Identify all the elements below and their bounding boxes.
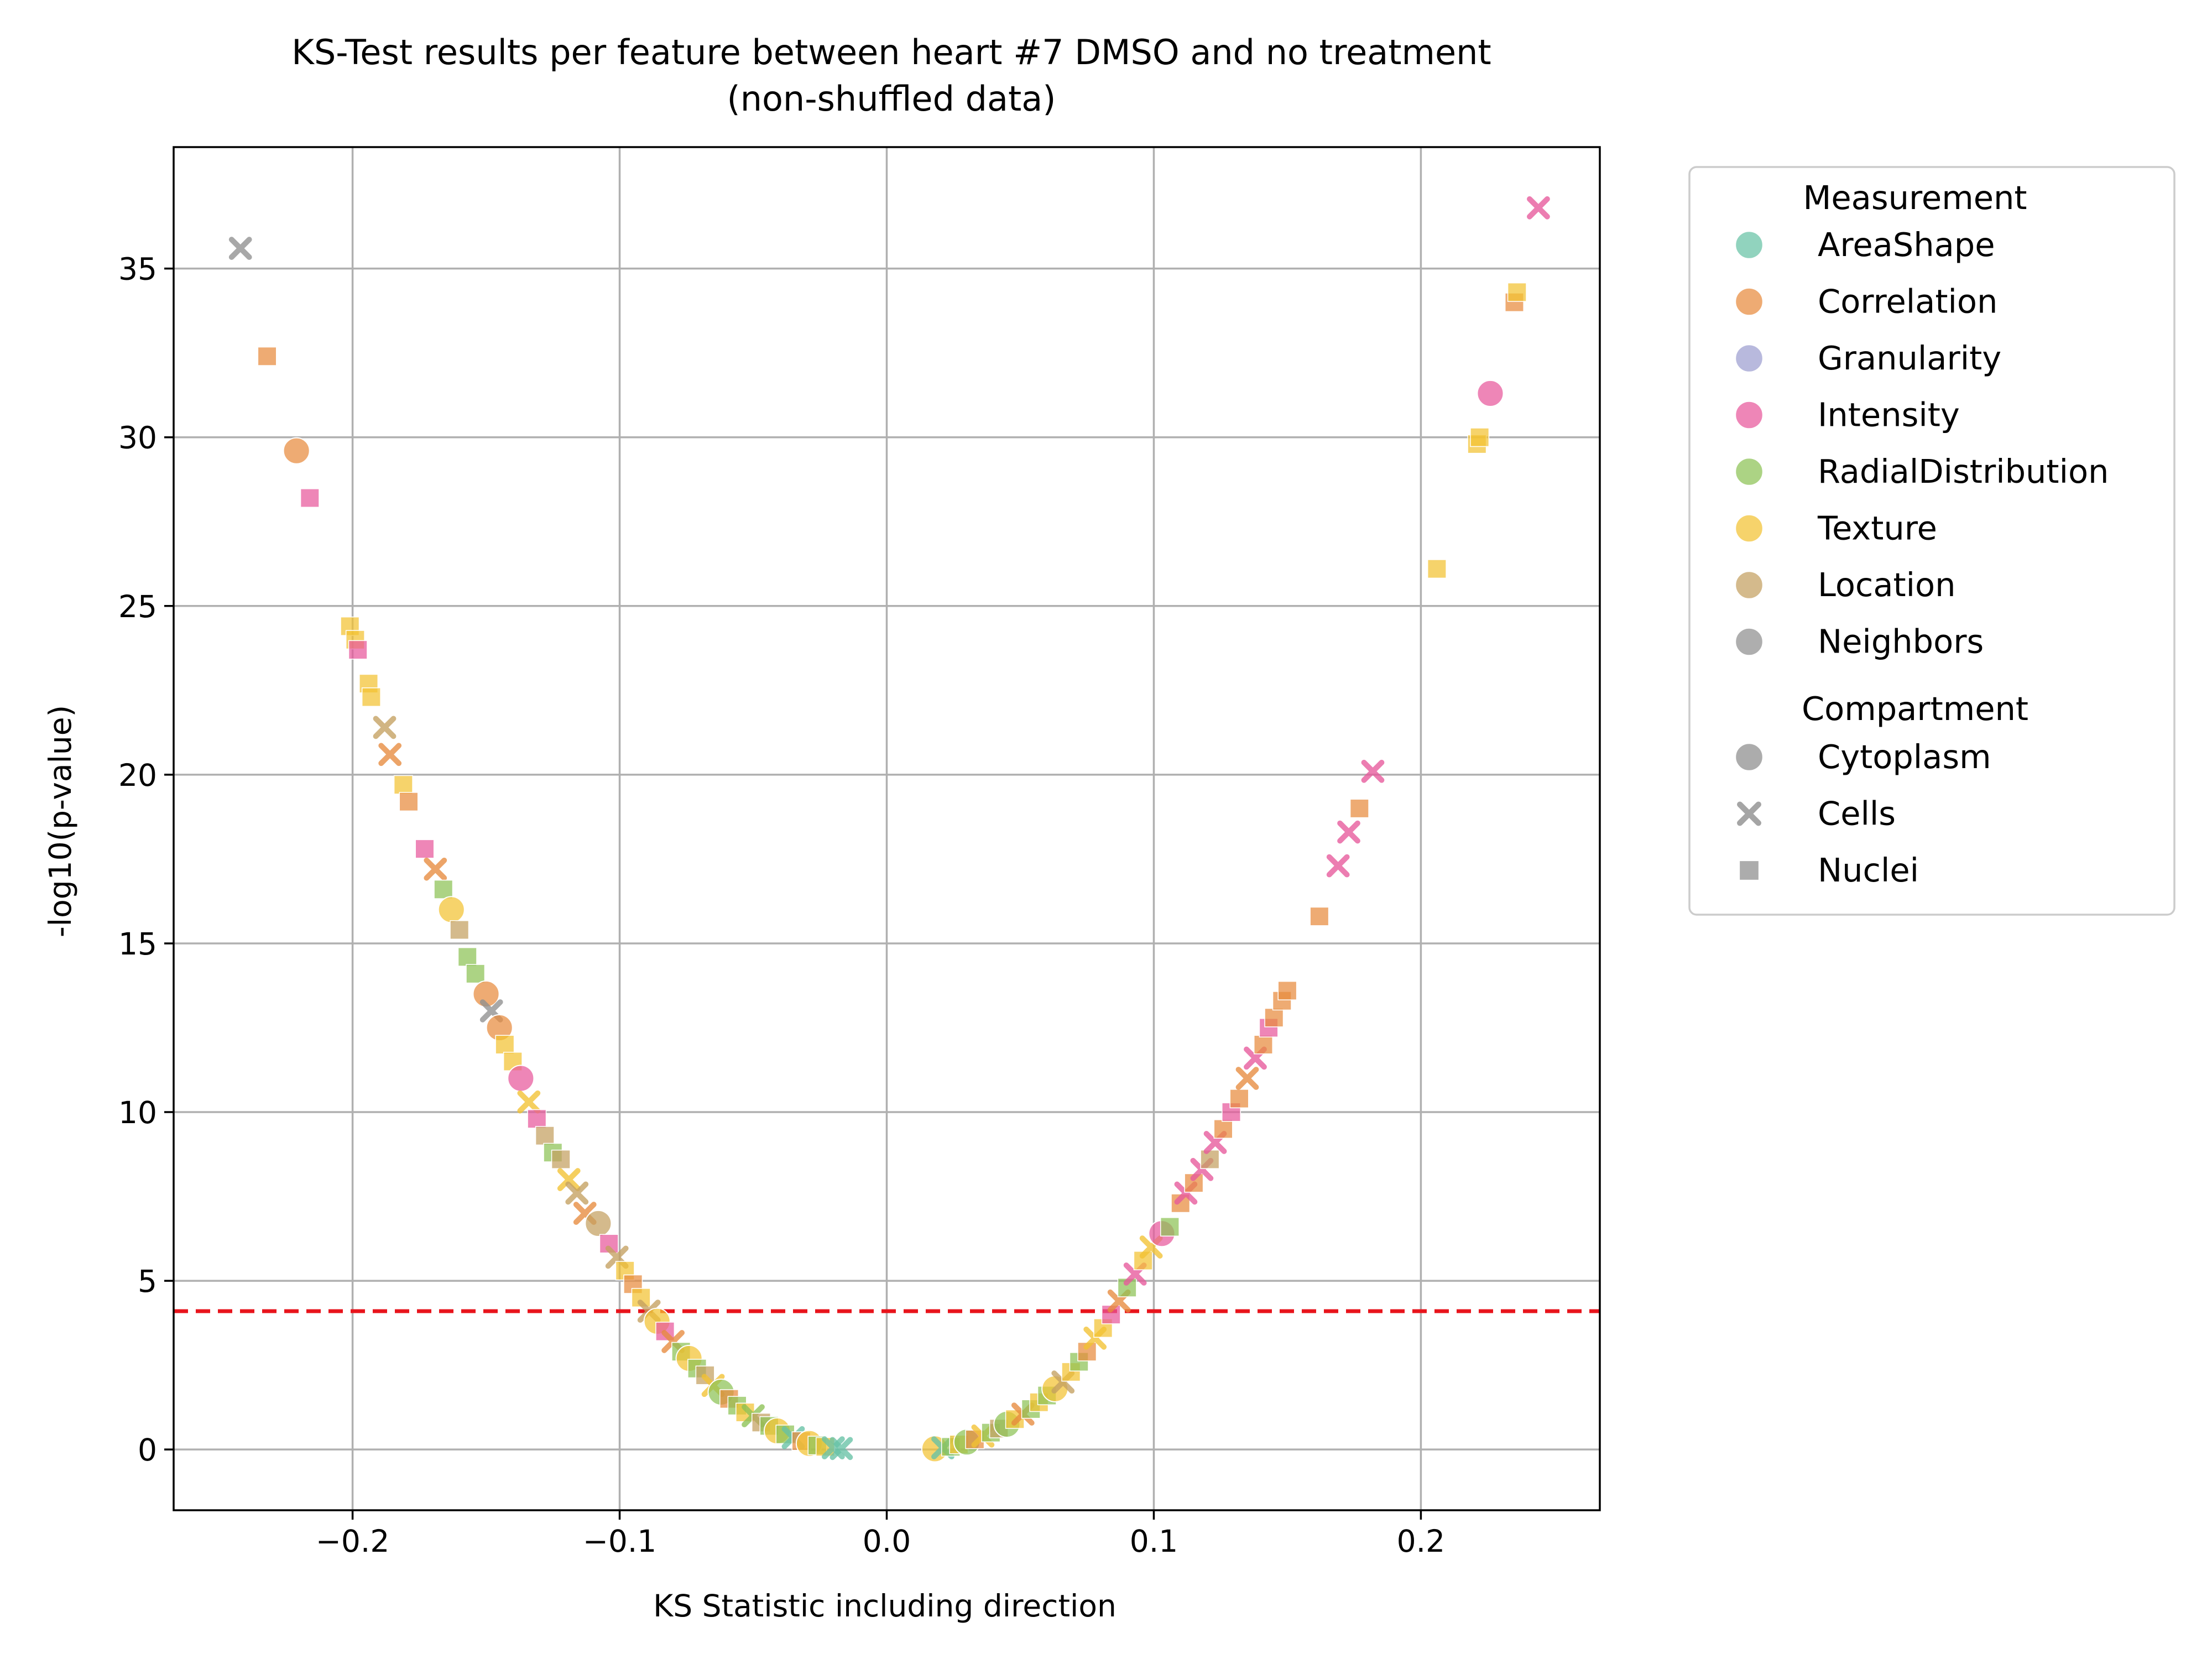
data-point: [1160, 1217, 1180, 1237]
data-point: [507, 1065, 535, 1092]
legend-marker-location: [1735, 571, 1764, 599]
legend-frame: [1688, 166, 2176, 916]
data-point: [1235, 1067, 1259, 1090]
data-point: [1326, 854, 1350, 878]
data-point: [415, 839, 435, 859]
legend-marker-radialdistribution: [1735, 457, 1764, 486]
y-tick-label: 25: [118, 589, 157, 624]
legend-marker-granularity: [1735, 344, 1764, 373]
legend: Measurement Compartment AreaShape Correla…: [1688, 166, 2176, 916]
data-point: [466, 964, 486, 984]
data-point: [1349, 799, 1369, 818]
y-tick-label: 20: [118, 758, 157, 793]
x-axis-ticks: −0.2 −0.1 0.0 0.1 0.2: [316, 1510, 1445, 1559]
legend-label-cells: Cells: [1818, 795, 1896, 833]
data-point: [1361, 759, 1385, 783]
data-point: [1470, 427, 1490, 447]
x-tick-label: −0.2: [316, 1524, 390, 1559]
data-point: [457, 947, 477, 967]
y-tick-label: 10: [118, 1095, 157, 1130]
data-point: [585, 1209, 612, 1237]
legend-label-areashape: AreaShape: [1818, 226, 1995, 264]
data-point: [517, 1090, 541, 1114]
data-point: [1477, 379, 1504, 407]
legend-label-texture: Texture: [1817, 509, 1937, 547]
legend-marker-areashape: [1735, 231, 1764, 259]
data-point: [495, 1035, 515, 1055]
data-point: [283, 437, 310, 465]
data-point: [378, 743, 402, 766]
data-point: [1200, 1149, 1220, 1169]
data-point: [1277, 980, 1297, 1000]
legend-measurement-title: Measurement: [1803, 179, 2027, 217]
legend-compartment-title: Compartment: [1802, 690, 2028, 728]
chart-title: KS-Test results per feature between hear…: [291, 32, 1491, 72]
x-axis-label: KS Statistic including direction: [653, 1588, 1117, 1624]
data-point: [424, 857, 447, 881]
data-point: [434, 879, 453, 899]
data-point: [300, 488, 320, 508]
data-point: [361, 687, 381, 707]
data-point: [1264, 1008, 1284, 1027]
data-point: [1427, 559, 1447, 579]
legend-marker-texture: [1735, 514, 1764, 543]
data-point: [557, 1168, 581, 1191]
data-point: [348, 640, 368, 660]
x-tick-label: 0.2: [1397, 1524, 1445, 1559]
legend-label-cytoplasm: Cytoplasm: [1818, 738, 1991, 776]
chart-subtitle: (non-shuffled data): [727, 79, 1056, 119]
data-point: [551, 1149, 571, 1169]
data-point: [565, 1181, 589, 1205]
legend-label-correlation: Correlation: [1818, 283, 1997, 321]
y-tick-label: 35: [118, 252, 157, 287]
legend-label-neighbors: Neighbors: [1818, 623, 1984, 661]
data-point: [257, 346, 277, 366]
legend-marker-cells: [1737, 801, 1761, 826]
data-point: [527, 1109, 547, 1129]
y-tick-label: 30: [118, 420, 157, 456]
y-axis-label: -log10(p-value): [43, 705, 78, 937]
data-point: [450, 920, 469, 940]
y-tick-label: 0: [138, 1432, 157, 1468]
legend-items: AreaShape Correlation Granularity Intensity…: [1735, 226, 2109, 889]
data-point: [1507, 282, 1527, 302]
data-point: [437, 896, 465, 924]
legend-label-intensity: Intensity: [1818, 396, 1960, 434]
data-point: [1213, 1119, 1233, 1139]
legend-label-radialdistribution: RadialDistribution: [1818, 452, 2109, 491]
data-point: [399, 792, 419, 812]
data-point: [1310, 906, 1329, 926]
y-tick-label: 5: [138, 1264, 157, 1299]
legend-marker-intensity: [1735, 400, 1764, 430]
x-tick-label: 0.0: [863, 1524, 911, 1559]
legend-label-location: Location: [1818, 566, 1956, 604]
legend-label-nuclei: Nuclei: [1818, 851, 1919, 889]
y-tick-label: 15: [118, 926, 157, 962]
data-point: [830, 1437, 853, 1460]
data-point: [535, 1126, 555, 1146]
data-point: [373, 716, 397, 739]
legend-label-granularity: Granularity: [1818, 339, 2001, 377]
x-tick-label: −0.1: [583, 1524, 657, 1559]
data-point: [1527, 196, 1550, 220]
data-point: [1337, 820, 1360, 844]
legend-marker-cytoplasm: [1735, 743, 1764, 771]
legend-marker-nuclei: [1739, 860, 1760, 881]
x-tick-label: 0.1: [1130, 1524, 1178, 1559]
legend-marker-correlation: [1735, 287, 1764, 316]
legend-marker-neighbors: [1735, 627, 1764, 656]
scatter-points: [228, 196, 1550, 1463]
data-point: [1254, 1035, 1273, 1055]
data-point: [393, 775, 413, 795]
data-point: [1229, 1089, 1249, 1109]
data-point: [228, 237, 252, 260]
grid-lines: [174, 147, 1600, 1510]
y-axis-ticks: 0 5 10 15 20 25 30 35: [118, 252, 174, 1468]
